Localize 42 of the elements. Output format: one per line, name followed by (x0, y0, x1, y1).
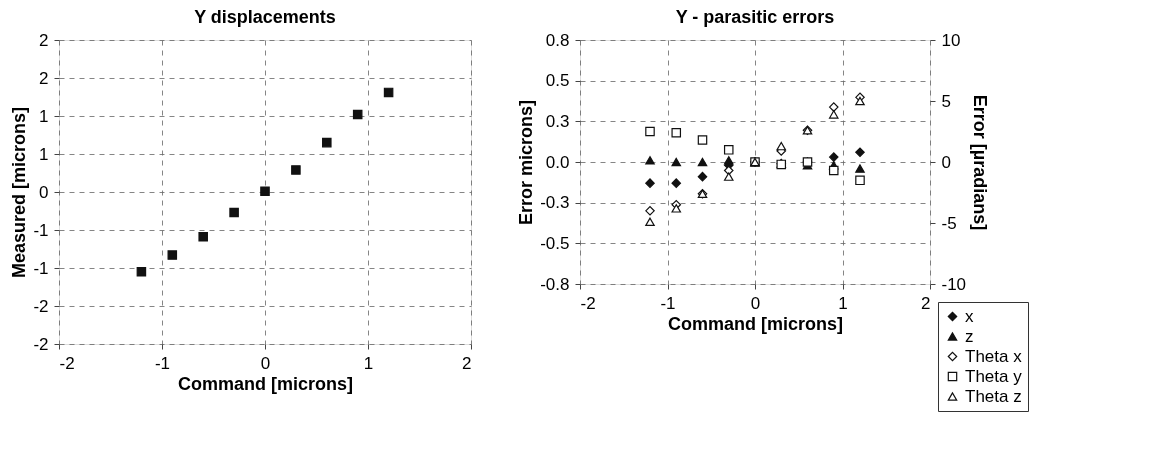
y-tick-label: 0.0 (545, 152, 570, 172)
y-tick-label: 1 (39, 144, 49, 164)
legend-label: Theta x (965, 346, 1023, 366)
x-tick-label: 2 (921, 293, 931, 313)
y-tick-label: 0.5 (545, 71, 570, 91)
x-tick-label: 1 (838, 293, 848, 313)
y2-tick-label: 5 (941, 91, 951, 111)
y-tick-label: -1 (33, 258, 49, 278)
x-tick-label: 0 (750, 293, 761, 313)
chart-title: Y displacements (194, 7, 336, 27)
y2-tick-label: -10 (941, 274, 967, 294)
y-tick-label: -2 (33, 334, 49, 354)
chart-title: Y - parasitic errors (675, 7, 835, 27)
y-tick-label: 2 (39, 68, 49, 88)
x-axis-title: Command [microns] (667, 313, 844, 334)
x-tick-label: -2 (59, 353, 75, 373)
x-tick-label: -2 (580, 293, 596, 313)
y-tick-label: 0.8 (545, 30, 570, 50)
legend-label: Theta z (965, 386, 1022, 406)
legend-label: x (965, 306, 974, 326)
y2-tick-label: -5 (941, 213, 957, 233)
y-tick-label: -1 (33, 220, 49, 240)
y-axis-title: Measured [microns] (9, 106, 30, 279)
x-tick-label: -1 (660, 293, 676, 313)
y-tick-label: 2 (39, 30, 49, 50)
legend-label: Theta y (965, 366, 1023, 386)
x-tick-label: 1 (363, 353, 374, 373)
y-tick-label: 1 (39, 106, 49, 126)
y2-tick-label: 10 (941, 30, 961, 50)
legend-label: z (965, 326, 974, 346)
x-tick-label: 0 (260, 353, 271, 373)
y-tick-label: 0 (39, 182, 49, 202)
y-tick-label: -0.3 (540, 193, 570, 213)
y2-axis-title: Error [µradians] (970, 94, 991, 231)
y-tick-label: 0.3 (545, 111, 570, 131)
y-tick-label: -0.5 (540, 233, 570, 253)
y-axis-title: Error microns] (516, 99, 537, 226)
x-axis-title: Command [microns] (177, 373, 354, 394)
y2-tick-label: 0 (941, 152, 951, 172)
x-tick-label: -1 (154, 353, 171, 373)
y-tick-label: -0.8 (540, 274, 570, 294)
x-tick-label: 2 (462, 353, 472, 373)
